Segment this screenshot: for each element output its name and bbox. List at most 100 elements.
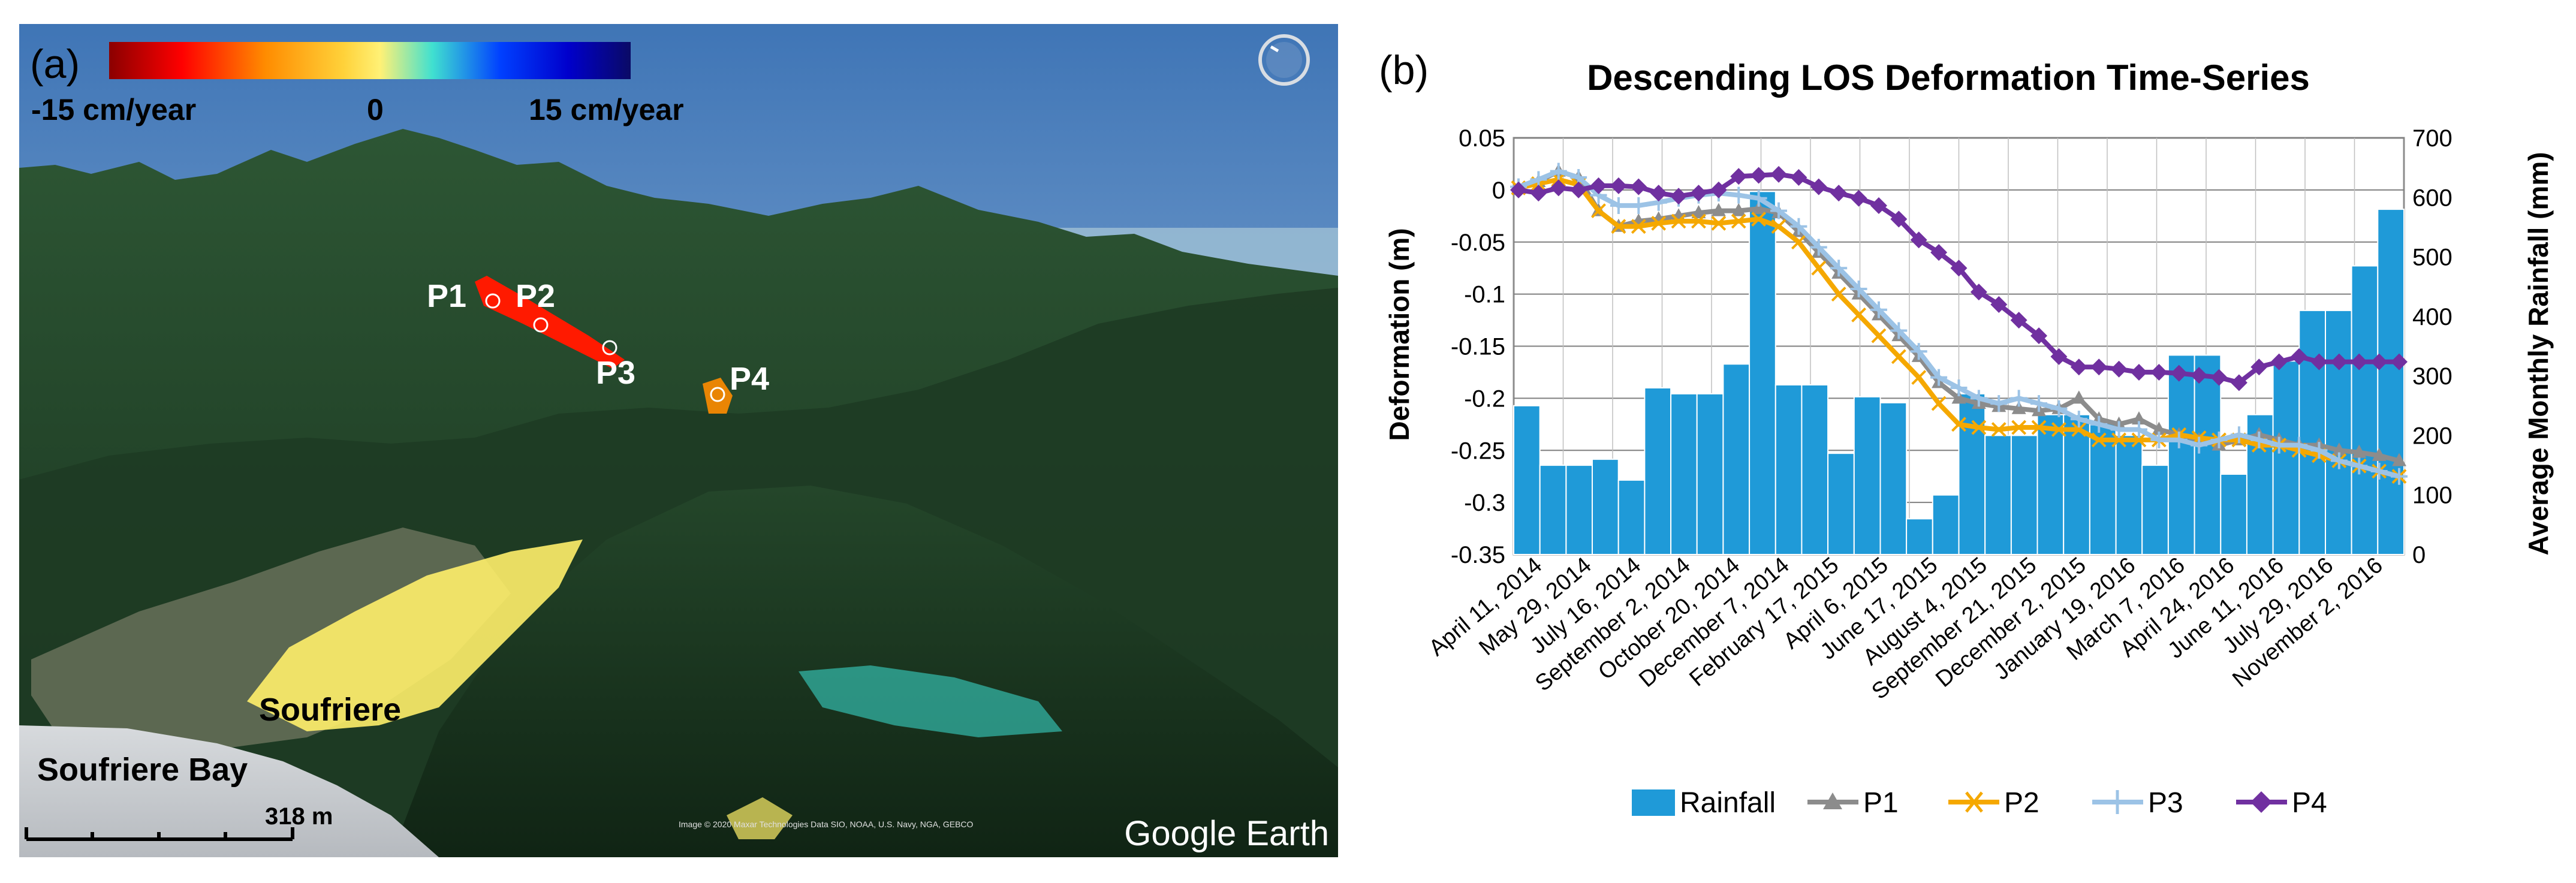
marker-p4 xyxy=(2150,363,2168,381)
marker-p2 xyxy=(2111,432,2127,448)
marker-p4 xyxy=(1530,185,1547,202)
marker-p2 xyxy=(1891,349,1906,364)
marker-p2 xyxy=(1871,328,1887,343)
marker-p4 xyxy=(2170,364,2188,382)
y2-axis-label: Average Monthly Rainfall (mm) xyxy=(2523,152,2554,555)
rainfall-bar xyxy=(1592,459,1619,555)
rainfall-bar xyxy=(1932,494,1960,556)
marker-p2 xyxy=(1811,260,1827,276)
marker-p4 xyxy=(2391,353,2408,370)
marker-p3 xyxy=(1610,197,1627,214)
rainfall-bar xyxy=(2377,209,2405,556)
marker-p3 xyxy=(2270,436,2288,454)
marker-p3 xyxy=(2070,411,2087,428)
series-lines xyxy=(1510,162,2408,485)
marker-p3 xyxy=(1810,239,1827,256)
rainfall-bar xyxy=(1958,393,1986,556)
compass-icon[interactable] xyxy=(1258,34,1310,86)
marker-p2 xyxy=(2031,420,2047,435)
marker-p4 xyxy=(2250,358,2268,376)
marker-p4 xyxy=(1630,178,1647,195)
marker-p3 xyxy=(1730,186,1748,204)
marker-p3 xyxy=(2391,468,2408,485)
label-p2: P2 xyxy=(516,278,555,314)
marker-p4 xyxy=(1790,169,1807,186)
marker-p4 xyxy=(2030,327,2048,345)
rainfall-bar xyxy=(2115,435,2143,556)
y-tick-label: -0.05 xyxy=(1451,230,1505,256)
marker-p3 xyxy=(2010,390,2027,407)
marker-p4 xyxy=(1990,296,2008,313)
legend-label-p1: P1 xyxy=(1863,787,1899,819)
y2-tick-label: 400 xyxy=(2412,304,2453,330)
rainfall-bar xyxy=(1879,402,1908,555)
marker-p2 xyxy=(1851,307,1866,323)
marker-p3 xyxy=(2230,426,2247,444)
rainfall-bar xyxy=(1853,396,1881,556)
legend-marker-p3 xyxy=(2105,790,2129,814)
marker-p2 xyxy=(1911,370,1927,385)
deformation-zone-p4 xyxy=(703,378,733,414)
marker-p1 xyxy=(1731,203,1746,216)
marker-p4 xyxy=(1830,185,1848,202)
y2-tick-label: 0 xyxy=(2412,542,2426,568)
colorbar-min-label: -15 cm/year xyxy=(31,93,196,126)
cyan-zone xyxy=(799,665,1062,737)
marker-p4 xyxy=(1950,260,1968,277)
rainfall-bar xyxy=(2272,360,2300,555)
rainfall-bar xyxy=(1722,363,1751,555)
marker-p2 xyxy=(1831,287,1846,302)
y-tick-label: 0 xyxy=(1492,177,1505,204)
y2-tick-label: 500 xyxy=(2412,245,2453,271)
marker-p3 xyxy=(2170,431,2188,448)
marker-p3 xyxy=(2291,436,2308,454)
marker-p2 xyxy=(1671,213,1686,229)
marker-p2 xyxy=(2011,420,2027,435)
colorbar-mid-label: 0 xyxy=(367,93,384,126)
rainfall-bar xyxy=(2194,354,2222,556)
marker-p4 xyxy=(1930,244,1948,261)
marker-p1 xyxy=(2011,400,2026,414)
marker-p4 xyxy=(1770,165,1788,183)
marker-p3 xyxy=(2370,463,2388,480)
legend: Rainfall P1 P2 P3 P4 xyxy=(1632,787,2327,819)
marker-p3 xyxy=(1770,202,1788,219)
marker-p4 xyxy=(1610,177,1627,194)
marker-p1 xyxy=(2352,444,2367,458)
marker-p1 xyxy=(1751,201,1766,215)
rainfall-bar xyxy=(2167,354,2195,556)
marker-p4 xyxy=(2310,353,2328,370)
marker-p2 xyxy=(1931,396,1947,411)
marker-p4 xyxy=(2230,374,2247,391)
marker-p2 xyxy=(1771,219,1786,234)
panel-a-label: (a) xyxy=(30,41,80,87)
rainfall-bar xyxy=(2298,309,2327,556)
marker-p3 xyxy=(1790,218,1807,235)
rainfall-bar xyxy=(1513,405,1541,555)
marker-p3 xyxy=(2351,457,2368,475)
rainfall-bar xyxy=(1670,393,1698,556)
y-tick-label: -0.1 xyxy=(1464,282,1505,308)
marker-p2 xyxy=(1611,219,1626,234)
marker-p1 xyxy=(1711,203,1726,216)
rainfall-bar xyxy=(2325,309,2352,556)
marker-p4 xyxy=(2090,358,2108,376)
marker-p4 xyxy=(1590,177,1607,194)
marker-p2 xyxy=(1751,212,1767,227)
label-p3: P3 xyxy=(596,355,635,391)
scale-label: 318 m xyxy=(265,803,333,830)
colorbar-max-label: 15 cm/year xyxy=(529,93,684,126)
marker-p4 xyxy=(2210,369,2228,386)
rainfall-bar xyxy=(1774,384,1803,555)
marker-p2 xyxy=(2071,422,2087,437)
rainfall-bar xyxy=(1617,479,1646,556)
y-axis-label: Deformation (m) xyxy=(1384,228,1415,441)
y2-tick-label: 600 xyxy=(2412,185,2453,211)
marker-p4 xyxy=(1650,185,1667,202)
panel-b-label: (b) xyxy=(1379,47,1429,93)
attribution-text: Image © 2020 Maxar Technologies Data SIO… xyxy=(679,819,974,829)
rainfall-bar xyxy=(1984,435,2012,556)
label-soufriere-bay: Soufriere Bay xyxy=(37,752,248,788)
marker-p3 xyxy=(2030,395,2048,412)
